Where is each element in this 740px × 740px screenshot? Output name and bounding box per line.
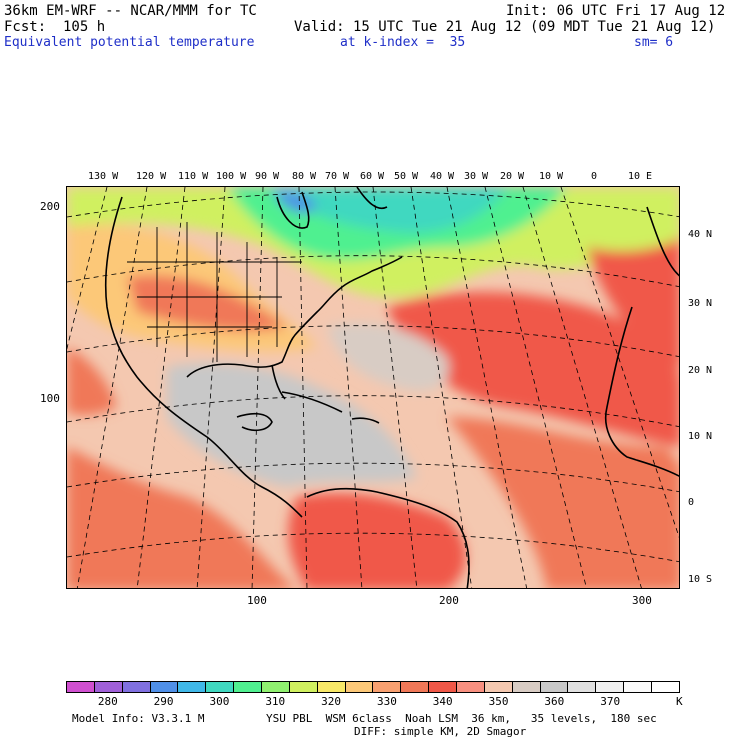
colorbar-label: 280 (97, 695, 118, 708)
diffusion-info: DIFF: simple KM, 2D Smagor (354, 725, 527, 738)
coastlines (104, 187, 679, 588)
forecast-hour: Fcst: 105 h (4, 19, 106, 35)
level-info: at k-index = 35 (340, 35, 466, 50)
field-atlantic-grey (327, 323, 449, 391)
lon-label: 10 E (628, 171, 653, 182)
field-europe-red (587, 238, 679, 366)
colorbar-swatch (289, 682, 318, 692)
colorbar-label: 310 (265, 695, 286, 708)
lon-label: 130 W (88, 171, 119, 182)
x-grid-label-200: 200 (439, 594, 459, 607)
lon-label: 70 W (325, 171, 350, 182)
colorbar-swatch (94, 682, 123, 692)
colorbar-label: 290 (153, 695, 174, 708)
field-south-atlantic-red (447, 417, 679, 588)
valid-time: Valid: 15 UTC Tue 21 Aug 12 (09 MDT Tue … (294, 19, 716, 35)
theta-e-map (66, 186, 680, 589)
lon-label: 50 W (394, 171, 419, 182)
lat-label: 0 (688, 497, 695, 508)
lon-label: 0 (591, 171, 598, 182)
state-borders (127, 222, 302, 362)
colorbar-swatch (457, 682, 485, 692)
colorbar-swatch (178, 682, 207, 692)
colorbar-label: 350 (488, 695, 509, 708)
colorbar-swatch (596, 682, 625, 692)
lat-label: 10 S (688, 574, 713, 585)
colorbar-swatch (345, 682, 374, 692)
lat-label: 20 N (688, 365, 713, 376)
lon-label: 100 W (216, 171, 247, 182)
lon-label: 10 W (539, 171, 564, 182)
colorbar-label: 300 (209, 695, 230, 708)
field-north-cyan (267, 187, 507, 233)
field-southamerica-red (288, 493, 466, 588)
colorbar-swatch (373, 682, 402, 692)
colorbar-swatch (206, 682, 235, 692)
lon-label: 30 W (464, 171, 489, 182)
x-grid-label-100: 100 (247, 594, 267, 607)
colorbar-swatch (568, 682, 597, 692)
init-time: Init: 06 UTC Fri 17 Aug 12 (506, 3, 726, 19)
x-grid-label-300: 300 (632, 594, 652, 607)
field-hudson-blue (272, 191, 317, 214)
colorbar-label: 370 (600, 695, 621, 708)
y-grid-label-100: 100 (40, 392, 60, 405)
lon-label: 110 W (178, 171, 209, 182)
physics-info: YSU PBL WSM 6class Noah LSM 36 km, 35 le… (266, 712, 657, 725)
colorbar-swatch (624, 682, 653, 692)
colorbar-label: 360 (544, 695, 565, 708)
colorbar-label: 340 (432, 695, 453, 708)
colorbar-swatch (234, 682, 263, 692)
lat-label: 30 N (688, 298, 713, 309)
lon-label: 120 W (136, 171, 167, 182)
lat-label: 10 N (688, 431, 713, 442)
colorbar-label: 320 (321, 695, 341, 708)
colorbar-swatch (484, 682, 513, 692)
map-canvas (67, 187, 679, 588)
field-name: Equivalent potential temperature (4, 35, 255, 50)
model-title: 36km EM-WRF -- NCAR/MMM for TC (4, 3, 257, 19)
lon-label: 90 W (255, 171, 280, 182)
colorbar-swatch (429, 682, 458, 692)
lon-label: 20 W (500, 171, 525, 182)
colorbar-label: 330 (376, 695, 397, 708)
colorbar-swatch (512, 682, 541, 692)
colorbar-swatch (122, 682, 151, 692)
colorbar-swatch (317, 682, 346, 692)
field-pacific-red-north (67, 347, 117, 416)
colorbar-swatch (262, 682, 290, 692)
colorbar-swatch (150, 682, 179, 692)
field-gulf-grey (167, 363, 417, 487)
lon-label: 60 W (360, 171, 385, 182)
field-pacific-red (67, 447, 295, 588)
graticule (67, 187, 679, 588)
lat-label: 40 N (688, 229, 713, 240)
colorbar-swatch (401, 682, 430, 692)
y-grid-label-200: 200 (40, 200, 60, 213)
model-info: Model Info: V3.3.1 M (72, 712, 205, 725)
smoothing-info: sm= 6 (634, 35, 674, 50)
lon-label: 40 W (430, 171, 455, 182)
lon-label: 80 W (292, 171, 317, 182)
colorbar-swatch (652, 682, 679, 692)
colorbar-unit: K (676, 695, 683, 708)
colorbar (66, 681, 680, 693)
colorbar-swatch (67, 682, 95, 692)
colorbar-swatch (540, 682, 569, 692)
